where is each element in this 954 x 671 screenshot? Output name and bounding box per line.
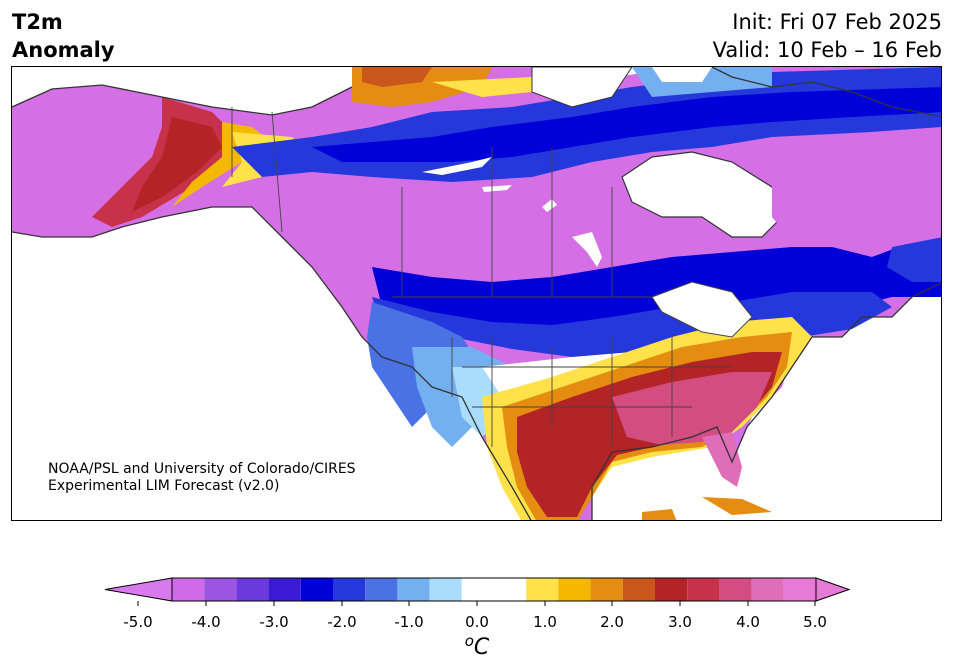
colorbar-bin	[751, 578, 784, 601]
unit-superscript: o	[465, 632, 474, 650]
colorbar-bin	[333, 578, 366, 601]
title-line-1: T2m	[12, 10, 63, 34]
colorbar-over-extension	[815, 577, 851, 602]
unit-base: C	[474, 635, 490, 660]
colorbar-bin	[719, 578, 752, 601]
arctic-white	[531, 67, 633, 108]
credit-line-2: Experimental LIM Forecast (v2.0)	[48, 478, 280, 494]
mexico-orange	[642, 509, 677, 520]
credit-line-1: NOAA/PSL and University of Colorado/CIRE…	[48, 461, 356, 477]
colorbar-bin	[687, 578, 720, 601]
colorbar-bin	[300, 578, 333, 601]
colorbar-outline	[171, 577, 817, 602]
valid-date: Valid: 10 Feb – 16 Feb	[712, 38, 942, 62]
labrador-blue	[887, 237, 941, 282]
colorbar-tick-label: 3.0	[668, 613, 692, 631]
colorbar-bin	[236, 578, 269, 601]
canada-lakes	[422, 157, 492, 175]
colorbar-tick-label: -5.0	[123, 613, 152, 631]
colorbar-bin	[365, 578, 398, 601]
great-lakes	[651, 281, 753, 338]
colorbar-tick-label: 2.0	[600, 613, 624, 631]
colorbar-under-extension	[104, 577, 173, 602]
hudson-bay	[621, 151, 783, 238]
colorbar-tick-label: 1.0	[533, 613, 557, 631]
colorbar-bin	[655, 578, 688, 601]
colorbar-tick-label: -4.0	[191, 613, 220, 631]
credit-text: NOAA/PSL and University of Colorado/CIRE…	[48, 461, 356, 495]
map-panel	[11, 66, 942, 521]
chart-title-dates: Init: Fri 07 Feb 2025 Valid: 10 Feb – 16…	[713, 8, 942, 64]
colorbar-tick-label: 0.0	[465, 613, 489, 631]
anomaly-map	[12, 67, 941, 520]
colorbar-bin	[622, 578, 655, 601]
colorbar-bin	[461, 578, 527, 601]
florida-pink	[702, 432, 742, 487]
colorbar-tick-label: 5.0	[803, 613, 827, 631]
colorbar-bin	[172, 578, 205, 601]
colorbar-tick-label: -1.0	[394, 613, 423, 631]
colorbar-bin	[429, 578, 462, 601]
colorbar-bin	[558, 578, 591, 601]
colorbar-bin	[590, 578, 623, 601]
coastlines	[12, 67, 941, 520]
colorbar-unit-label: oC	[465, 632, 490, 660]
colorbar-bin	[268, 578, 301, 601]
north-canada-red	[362, 67, 432, 87]
colorbar-tick-label: 4.0	[736, 613, 760, 631]
cuba-orange	[702, 497, 772, 515]
colorbar-bin	[526, 578, 559, 601]
political-borders	[231, 107, 732, 447]
init-date: Init: Fri 07 Feb 2025	[732, 10, 942, 34]
chart-title-variable: T2m Anomaly	[12, 8, 115, 64]
colorbar-bin	[783, 578, 816, 601]
title-line-2: Anomaly	[12, 38, 115, 62]
colorbar-tick-label: -3.0	[259, 613, 288, 631]
colorbar-bin	[204, 578, 237, 601]
colorbar-tick-label: -2.0	[327, 613, 356, 631]
north-canada-yellow	[432, 77, 532, 97]
southeast-pink	[612, 372, 772, 445]
colorbar-bin	[397, 578, 430, 601]
alaska-red-core	[132, 117, 222, 212]
canada-cold-band-core	[312, 87, 941, 162]
labrador	[772, 127, 941, 257]
